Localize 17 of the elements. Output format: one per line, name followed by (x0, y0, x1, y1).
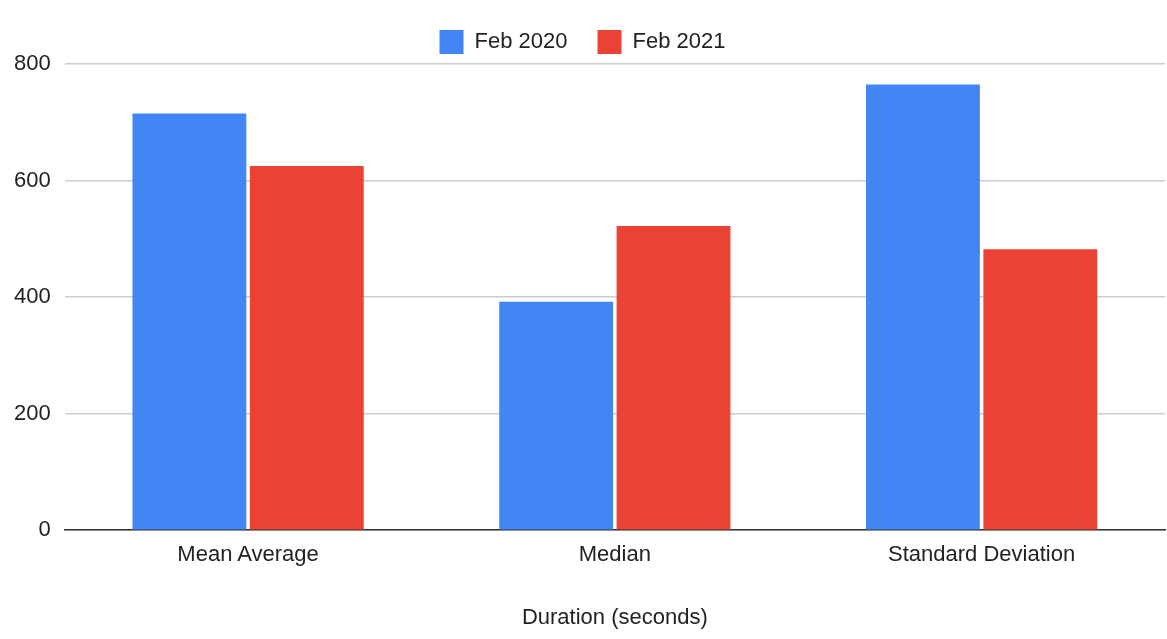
y-tick-label: 800 (13, 50, 51, 76)
x-axis-title: Duration (seconds) (521, 603, 708, 629)
bar (866, 84, 980, 530)
x-tick-label: Median (578, 541, 651, 567)
y-tick-label: 200 (13, 399, 51, 425)
y-tick-label: 600 (13, 166, 51, 192)
legend-label: Feb 2021 (632, 28, 726, 54)
bar (616, 226, 731, 530)
y-tick-label: 400 (13, 283, 51, 309)
legend-label: Feb 2020 (474, 28, 568, 54)
x-tick-label: Standard Deviation (888, 541, 1076, 567)
bar (499, 301, 614, 530)
bar (249, 165, 364, 530)
bar (132, 113, 247, 530)
y-tick-label: 0 (38, 516, 51, 542)
bar (983, 249, 1098, 530)
x-tick-label: Mean Average (177, 541, 319, 567)
